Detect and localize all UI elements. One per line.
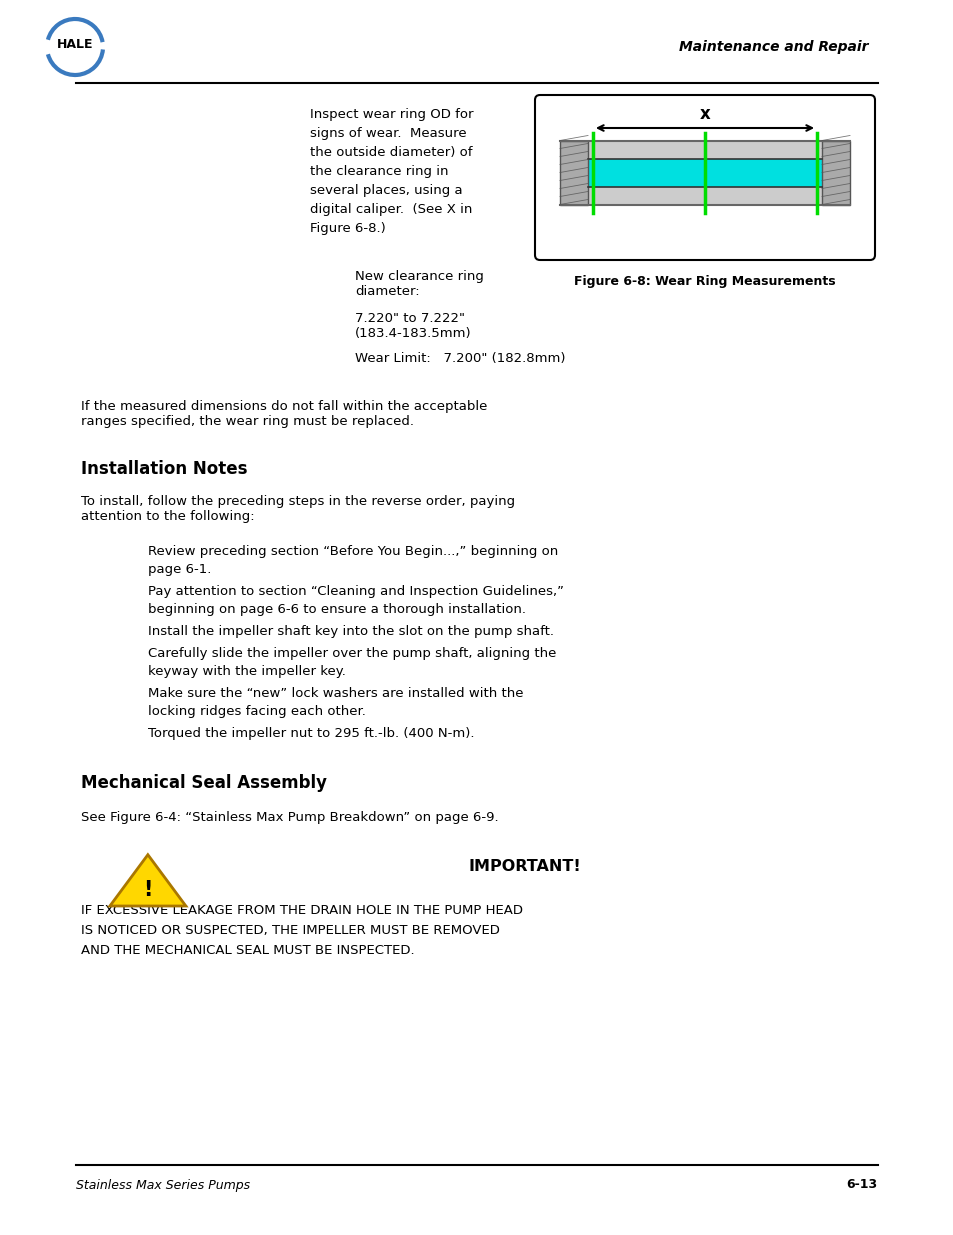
- Text: signs of wear.  Measure: signs of wear. Measure: [310, 127, 466, 140]
- Text: 6-13: 6-13: [845, 1178, 877, 1192]
- Bar: [559, 141, 587, 205]
- Text: Install the impeller shaft key into the slot on the pump shaft.: Install the impeller shaft key into the …: [148, 625, 554, 638]
- Text: several places, using a: several places, using a: [310, 184, 462, 198]
- Text: See Figure 6-4: “Stainless Max Pump Breakdown” on page 6-9.: See Figure 6-4: “Stainless Max Pump Brea…: [81, 811, 498, 824]
- Text: Figure 6-8.): Figure 6-8.): [310, 222, 385, 235]
- Text: locking ridges facing each other.: locking ridges facing each other.: [148, 705, 365, 718]
- Text: IS NOTICED OR SUSPECTED, THE IMPELLER MUST BE REMOVED: IS NOTICED OR SUSPECTED, THE IMPELLER MU…: [81, 924, 499, 937]
- Bar: [559, 141, 849, 205]
- Text: If the measured dimensions do not fall within the acceptable
ranges specified, t: If the measured dimensions do not fall w…: [81, 400, 487, 429]
- Text: Inspect wear ring OD for: Inspect wear ring OD for: [310, 107, 473, 121]
- Text: HALE: HALE: [56, 38, 93, 52]
- Text: keyway with the impeller key.: keyway with the impeller key.: [148, 664, 345, 678]
- Text: Mechanical Seal Assembly: Mechanical Seal Assembly: [81, 774, 327, 792]
- Text: Wear Limit:   7.200" (182.8mm): Wear Limit: 7.200" (182.8mm): [355, 352, 565, 366]
- Text: the clearance ring in: the clearance ring in: [310, 165, 448, 178]
- Text: Torqued the impeller nut to 295 ft.-lb. (400 N-m).: Torqued the impeller nut to 295 ft.-lb. …: [148, 727, 474, 740]
- Polygon shape: [110, 855, 186, 906]
- Text: New clearance ring
diameter:: New clearance ring diameter:: [355, 270, 483, 298]
- Bar: [587, 158, 821, 186]
- Text: 7.220" to 7.222"
(183.4-183.5mm): 7.220" to 7.222" (183.4-183.5mm): [355, 312, 471, 340]
- Text: Figure 6-8: Wear Ring Measurements: Figure 6-8: Wear Ring Measurements: [574, 275, 835, 288]
- Text: IF EXCESSIVE LEAKAGE FROM THE DRAIN HOLE IN THE PUMP HEAD: IF EXCESSIVE LEAKAGE FROM THE DRAIN HOLE…: [81, 904, 522, 918]
- Text: the outside diameter) of: the outside diameter) of: [310, 146, 472, 159]
- FancyBboxPatch shape: [535, 95, 874, 261]
- Text: Carefully slide the impeller over the pump shaft, aligning the: Carefully slide the impeller over the pu…: [148, 647, 556, 659]
- Text: beginning on page 6-6 to ensure a thorough installation.: beginning on page 6-6 to ensure a thorou…: [148, 603, 525, 616]
- Text: digital caliper.  (See X in: digital caliper. (See X in: [310, 203, 472, 216]
- Text: AND THE MECHANICAL SEAL MUST BE INSPECTED.: AND THE MECHANICAL SEAL MUST BE INSPECTE…: [81, 944, 415, 957]
- Text: x: x: [699, 105, 710, 124]
- Text: Pay attention to section “Cleaning and Inspection Guidelines,”: Pay attention to section “Cleaning and I…: [148, 585, 563, 598]
- Text: To install, follow the preceding steps in the reverse order, paying
attention to: To install, follow the preceding steps i…: [81, 495, 515, 522]
- Text: Review preceding section “Before You Begin...,” beginning on: Review preceding section “Before You Beg…: [148, 545, 558, 558]
- Text: Make sure the “new” lock washers are installed with the: Make sure the “new” lock washers are ins…: [148, 687, 523, 700]
- Text: Stainless Max Series Pumps: Stainless Max Series Pumps: [76, 1178, 251, 1192]
- Text: page 6-1.: page 6-1.: [148, 563, 211, 576]
- Text: !: !: [143, 881, 152, 900]
- Text: Installation Notes: Installation Notes: [81, 459, 248, 478]
- Text: IMPORTANT!: IMPORTANT!: [468, 860, 580, 874]
- Bar: [821, 141, 849, 205]
- Text: Maintenance and Repair: Maintenance and Repair: [678, 40, 867, 54]
